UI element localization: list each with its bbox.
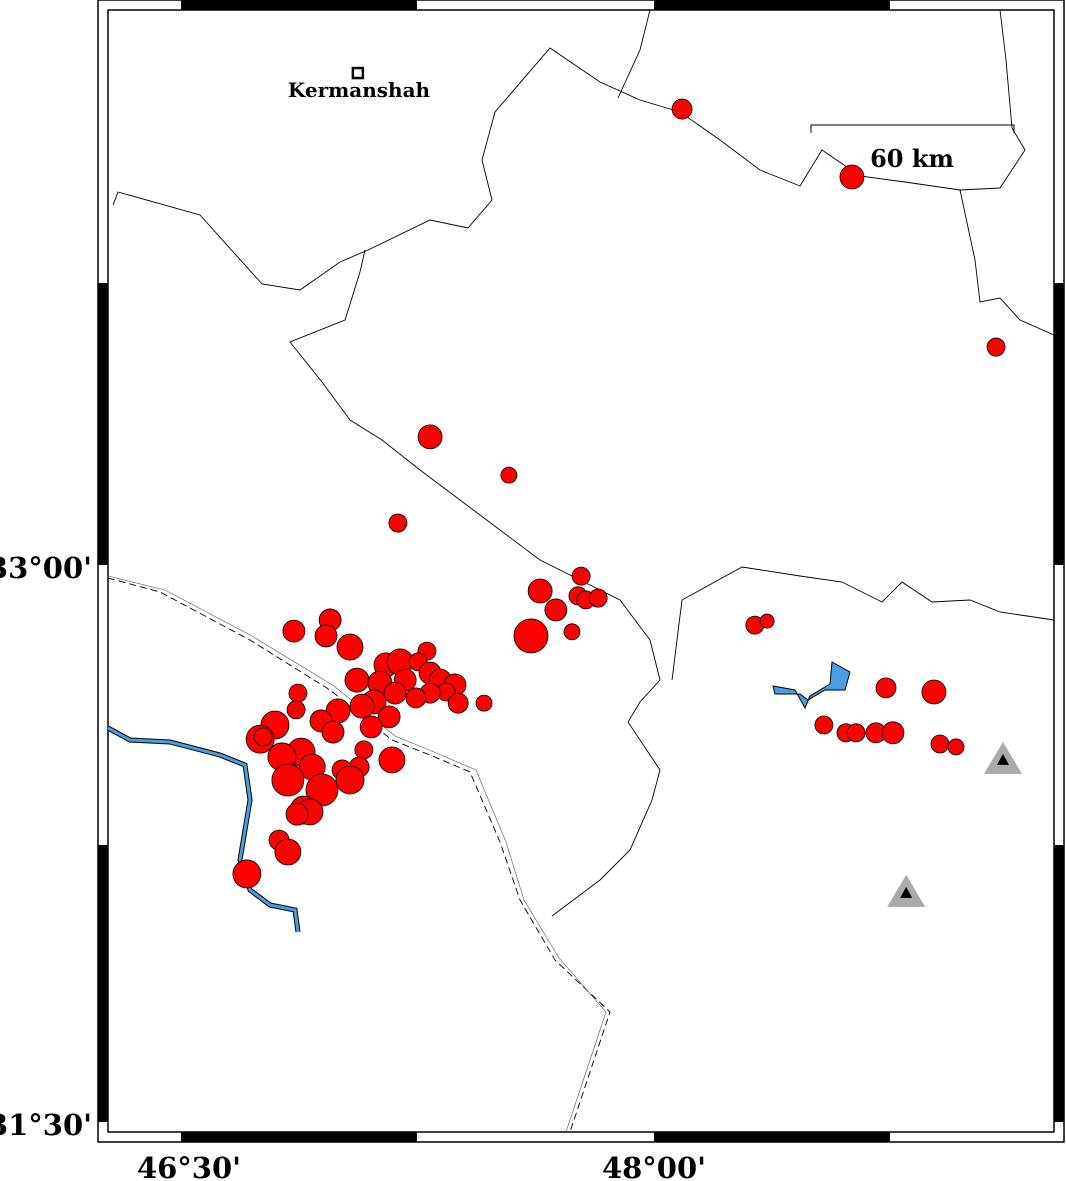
earthquake-marker	[930, 734, 950, 754]
y-tick-label: 33°00'	[0, 551, 92, 585]
x-tick-label: 46°30'	[137, 1151, 241, 1181]
earthquake-marker	[839, 164, 865, 190]
earthquake-marker	[846, 723, 866, 743]
station-triangle-icon	[887, 874, 926, 907]
province-border	[112, 9, 1026, 291]
earthquake-marker	[378, 746, 406, 774]
earthquake-marker	[405, 687, 427, 709]
scale-bar: 60 km	[810, 124, 1015, 173]
earthquake-marker	[947, 738, 965, 756]
earthquake-marker	[417, 424, 443, 450]
earthquake-marker	[881, 721, 905, 745]
earthquakes	[232, 98, 1006, 889]
earthquake-marker	[335, 765, 365, 795]
earthquake-marker	[314, 624, 338, 648]
earthquake-marker	[388, 513, 408, 533]
international-border	[107, 577, 611, 1133]
earthquake-marker	[447, 692, 469, 714]
earthquake-marker	[282, 619, 306, 643]
earthquake-marker	[588, 588, 608, 608]
earthquake-marker	[475, 694, 493, 712]
earthquake-marker	[286, 700, 306, 720]
stations	[887, 741, 1022, 907]
earthquake-marker	[500, 466, 518, 484]
earthquake-marker	[383, 681, 407, 705]
earthquake-marker	[527, 578, 553, 604]
province-border	[617, 9, 651, 99]
earthquake-marker	[875, 677, 897, 699]
earthquake-marker	[271, 763, 305, 797]
earthquake-marker	[986, 337, 1006, 357]
y-tick-label: 31°30'	[0, 1108, 92, 1142]
lake	[772, 661, 851, 710]
scale-bar-label: 60 km	[870, 144, 954, 173]
city-marker	[351, 66, 365, 80]
earthquake-marker	[544, 598, 568, 622]
earthquake-marker	[921, 679, 947, 705]
earthquake-marker	[563, 623, 581, 641]
earthquake-marker	[336, 633, 364, 661]
river	[107, 726, 300, 933]
earthquake-marker	[359, 715, 383, 739]
earthquake-marker	[274, 838, 302, 866]
earthquake-marker	[253, 727, 273, 747]
rivers	[106, 661, 851, 933]
city-label: Kermanshah	[288, 78, 431, 102]
map-frame	[97, 0, 1065, 1143]
earthquake-marker	[349, 693, 375, 719]
international-border	[107, 575, 607, 1133]
earthquake-marker	[513, 618, 549, 654]
earthquake-marker	[759, 613, 775, 629]
earthquake-marker	[285, 802, 309, 826]
borders	[107, 9, 1055, 1133]
earthquake-marker	[288, 683, 308, 703]
province-border	[671, 566, 1055, 681]
earthquake-marker	[321, 720, 345, 744]
x-tick-label: 48°00'	[602, 1151, 706, 1181]
province-border	[959, 189, 1055, 336]
earthquake-marker	[814, 715, 834, 735]
earthquake-marker	[232, 859, 262, 889]
earthquake-marker	[354, 740, 374, 760]
province-border	[289, 249, 661, 917]
earthquake-marker	[377, 705, 401, 729]
station-triangle-icon	[983, 741, 1022, 774]
earthquake-marker	[571, 566, 591, 586]
earthquake-marker	[671, 98, 693, 120]
city-square-icon	[351, 66, 365, 80]
earthquake-marker	[344, 667, 370, 693]
